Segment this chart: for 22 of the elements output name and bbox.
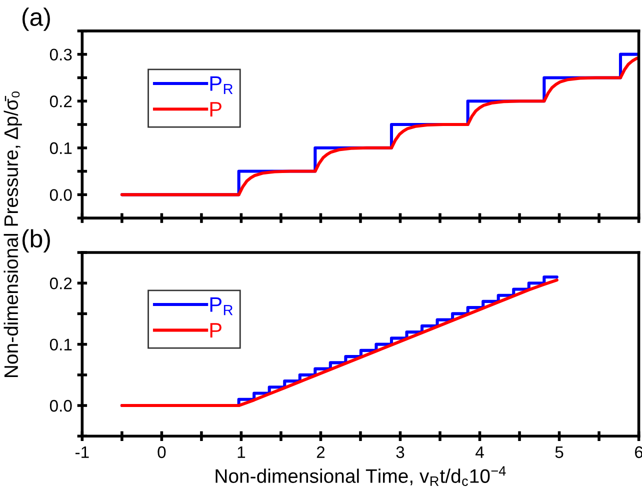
y-tick-label: 0.2 [50, 96, 72, 108]
legend-label: P [210, 102, 222, 116]
x-tick-label: 1 [238, 446, 246, 458]
x-tick-label: -1 [76, 446, 89, 458]
legend-label: P$_{R}$ [210, 297, 233, 316]
y-tick-label: 0.1 [50, 142, 72, 154]
text: (a) [22, 8, 50, 31]
x-tick-label: 4 [476, 446, 484, 458]
y-tick-label: 0.2 [50, 278, 72, 290]
y-tick-label: 0.0 [50, 400, 72, 412]
x-tick-label: 2 [316, 446, 325, 458]
y-tick-label: 0.3 [50, 48, 72, 61]
legend-label: P [210, 323, 222, 338]
x-tick-label: 5 [555, 446, 564, 458]
text: (b) [22, 229, 50, 252]
y-tick-label: 0.0 [50, 189, 72, 201]
x-tick-label: 3 [396, 446, 404, 458]
legend-label: P$_{R}$ [210, 76, 233, 94]
y-axis-title: Non-dimensional Pressure, Δp/σ̄₀ [4, 92, 22, 377]
x-tick-label: 0 [158, 446, 166, 458]
x-axis-title: Non-dimensional Time, v$_{R}$t/d$_{c}$10$^{−4}$ [216, 466, 506, 486]
y-tick-label: 0.1 [50, 338, 72, 351]
